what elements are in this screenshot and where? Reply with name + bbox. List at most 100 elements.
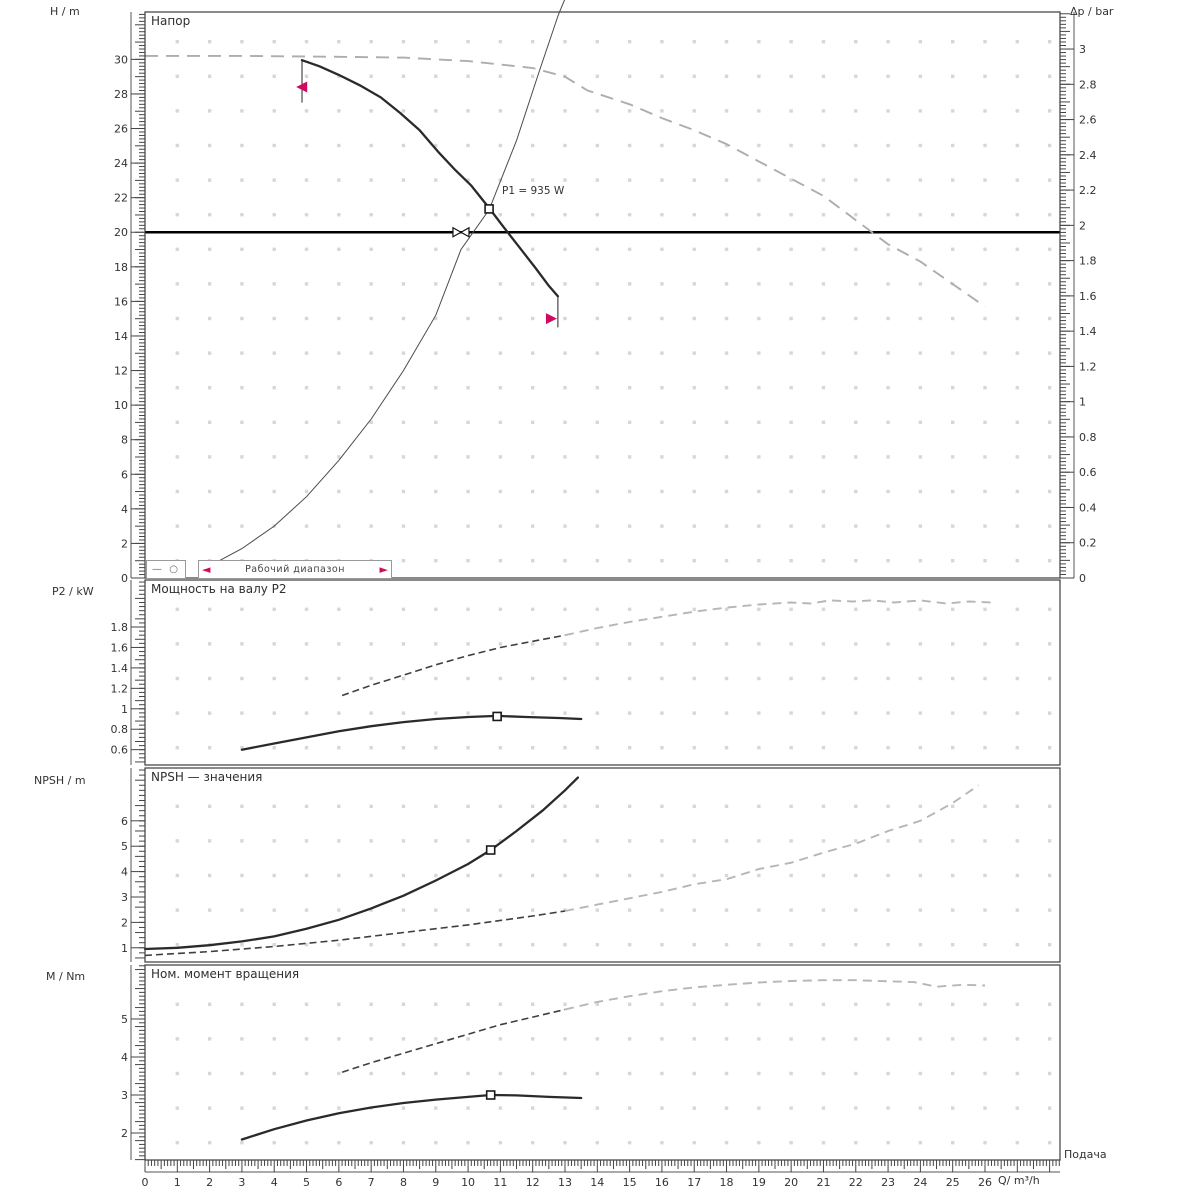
y-tick-label: 2	[121, 916, 128, 929]
grid-dot	[563, 1071, 567, 1076]
y-tick-label: 3	[121, 1089, 128, 1102]
grid-dot	[369, 316, 373, 321]
grid-dot	[434, 40, 438, 44]
grid-dot	[789, 711, 793, 715]
grid-dot	[627, 178, 632, 182]
grid-dot	[757, 351, 761, 355]
grid-dot	[983, 351, 987, 355]
grid-dot	[886, 455, 890, 459]
grid-dot	[821, 676, 826, 681]
grid-dot	[821, 74, 826, 78]
grid-dot	[1015, 642, 1020, 646]
y-tick-label: 4	[121, 503, 128, 516]
grid-dot	[983, 420, 987, 424]
grid-dot	[240, 282, 244, 286]
grid-dot	[789, 559, 793, 563]
grid-dot	[272, 642, 276, 646]
grid-dot	[757, 1141, 761, 1145]
grid-dot	[240, 711, 244, 715]
grid-dot	[530, 213, 535, 217]
grid-dot	[692, 282, 696, 286]
grid-dot	[175, 74, 180, 78]
grid-dot	[789, 213, 793, 217]
grid-dot	[240, 178, 244, 182]
grid-dot	[950, 178, 955, 182]
grid-dot	[1047, 676, 1052, 681]
y-tick-label: 0.8	[111, 723, 129, 736]
duty-point-marker	[492, 711, 502, 722]
panel-head: 02468101214161820222426283000.20.40.60.8…	[114, 0, 1097, 585]
grid-dot	[207, 420, 212, 424]
grid-dot	[530, 1106, 535, 1110]
grid-dot	[530, 1037, 535, 1041]
grid-dot	[1015, 1002, 1020, 1006]
max-speed-head-curve	[145, 54, 986, 308]
grid-dot	[950, 351, 955, 355]
y-tick-label: 28	[114, 88, 128, 101]
grid-dot	[595, 386, 600, 390]
grid-dot	[175, 143, 180, 148]
grid-dot	[401, 711, 406, 715]
grid-dot	[854, 386, 858, 390]
grid-dot	[660, 873, 664, 878]
grid-dot	[724, 316, 729, 321]
grid-dot	[692, 386, 696, 390]
grid-dot	[983, 74, 987, 78]
grid-dot	[498, 908, 503, 912]
x-tick-label: 26	[978, 1176, 992, 1189]
grid-dot	[466, 676, 470, 681]
grid-dot	[240, 676, 244, 681]
grid-dot	[401, 839, 406, 843]
grid-dot	[434, 642, 438, 646]
grid-dot	[1047, 40, 1052, 44]
x-tick-label: 18	[720, 1176, 734, 1189]
grid-dot	[272, 1002, 276, 1006]
grid-dot	[498, 1037, 503, 1041]
grid-dot	[692, 74, 696, 78]
y2-tick-label: 3	[1079, 43, 1086, 56]
grid-dot	[692, 524, 696, 528]
grid-dot	[660, 489, 664, 494]
grid-dot	[434, 213, 438, 217]
grid-dot	[692, 676, 696, 681]
grid-dot	[498, 455, 503, 459]
grid-dot	[660, 839, 664, 843]
grid-dot	[434, 74, 438, 78]
grid-dot	[498, 109, 503, 113]
y-tick-label: 26	[114, 123, 128, 136]
grid-dot	[757, 109, 761, 113]
y2-tick-label: 0.8	[1079, 431, 1097, 444]
grid-dot	[175, 1037, 180, 1041]
grid-dot	[886, 559, 890, 563]
grid-dot	[854, 316, 858, 321]
grid-dot	[789, 247, 793, 251]
grid-dot	[337, 143, 341, 148]
grid-dot	[434, 351, 438, 355]
grid-dot	[1047, 1141, 1052, 1145]
grid-dot	[660, 386, 664, 390]
grid-dot	[854, 642, 858, 646]
grid-dot	[757, 213, 761, 217]
grid-dot	[498, 607, 503, 611]
grid-dot	[821, 351, 826, 355]
grid-dot	[207, 607, 212, 611]
grid-dot	[660, 642, 664, 646]
grid-dot	[498, 746, 503, 750]
grid-dot	[692, 1071, 696, 1076]
power-axis-label: P2 / kW	[52, 585, 94, 598]
head-axis-label: H / m	[50, 5, 80, 18]
grid-dot	[1047, 109, 1052, 113]
grid-dot	[950, 711, 955, 715]
flow-unit-label: Q/ m³/h	[998, 1174, 1040, 1187]
legend-working-range: ◄ Рабочий диапазон ►	[198, 560, 392, 579]
grid-dot	[498, 74, 503, 78]
grid-dot	[950, 746, 955, 750]
grid-dot	[595, 1071, 600, 1076]
grid-dot	[1047, 559, 1052, 563]
grid-dot	[983, 1071, 987, 1076]
grid-dot	[207, 1037, 212, 1041]
grid-dot	[1015, 143, 1020, 148]
grid-dot	[595, 1002, 600, 1006]
grid-dot	[821, 455, 826, 459]
grid-dot	[595, 524, 600, 528]
